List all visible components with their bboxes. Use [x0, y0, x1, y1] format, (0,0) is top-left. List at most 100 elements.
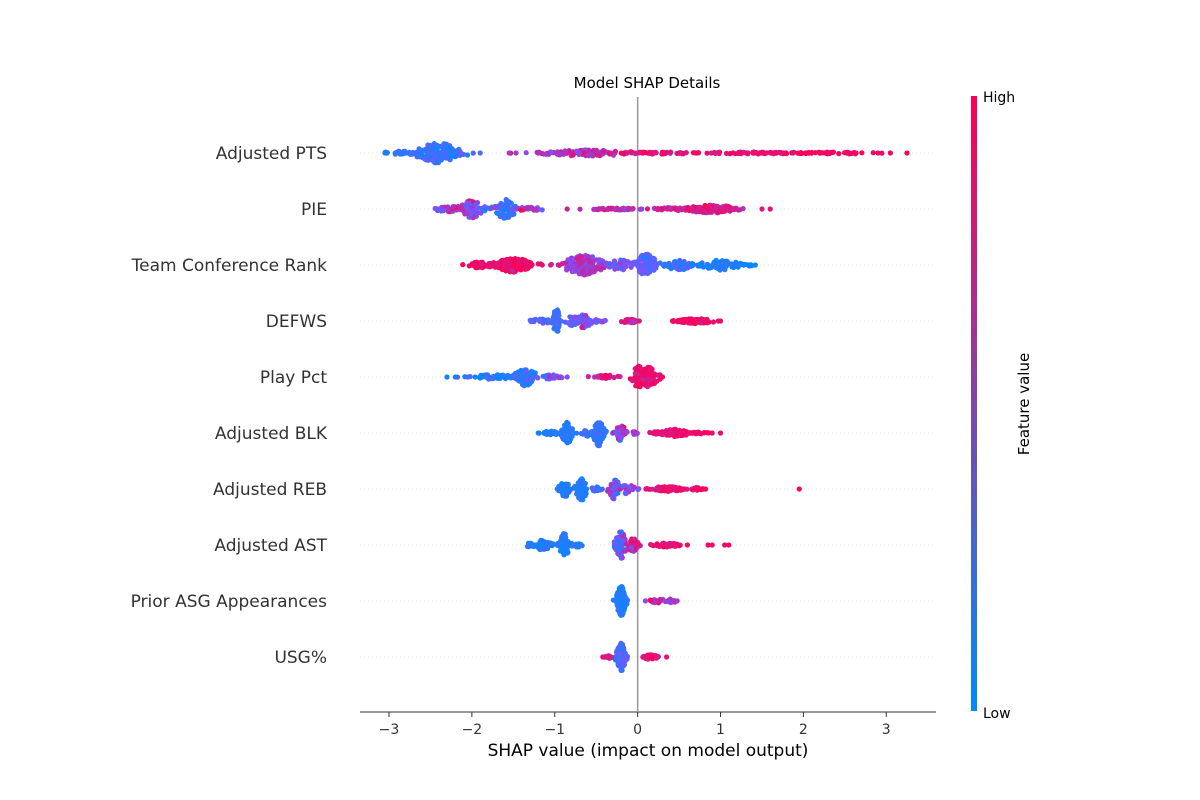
shap-point	[427, 142, 433, 148]
feature-label: Adjusted REB	[213, 480, 327, 500]
shap-point	[429, 157, 435, 163]
shap-point	[394, 149, 400, 156]
shap-point	[904, 150, 910, 156]
shap-point	[691, 430, 697, 436]
shap-point	[636, 542, 642, 548]
shap-point	[550, 541, 556, 547]
shap-point	[596, 443, 602, 449]
shap-point	[648, 541, 654, 548]
shap-point	[535, 150, 541, 156]
shap-point	[666, 260, 672, 267]
shap-point	[718, 260, 724, 266]
feature-label: Adjusted AST	[214, 536, 327, 556]
shap-point	[684, 206, 690, 212]
shap-point	[611, 374, 617, 381]
shap-point	[649, 381, 655, 387]
shap-point	[470, 150, 476, 156]
shap-point	[631, 319, 638, 325]
shap-point	[709, 430, 715, 436]
shap-point	[806, 150, 812, 156]
shap-point	[729, 206, 735, 213]
shap-point	[541, 546, 547, 552]
shap-point	[469, 262, 475, 268]
shap-point	[573, 319, 579, 325]
shap-point	[615, 373, 621, 379]
shap-point	[798, 150, 804, 156]
shap-point	[636, 318, 642, 324]
shap-point	[551, 326, 557, 332]
shap-point	[563, 423, 569, 429]
shap-point	[575, 256, 581, 262]
feature-points-row	[524, 529, 732, 561]
shap-point	[581, 487, 587, 493]
shap-point	[875, 150, 881, 156]
shap-point	[576, 491, 583, 497]
chart-title: Model SHAP Details	[574, 74, 721, 92]
shap-point	[501, 262, 507, 268]
x-tick-label: −2	[462, 722, 483, 738]
shap-point	[649, 366, 655, 372]
x-tick-label: 3	[882, 722, 891, 738]
shap-point	[450, 204, 456, 210]
shap-point	[829, 150, 835, 156]
shap-point	[713, 264, 719, 270]
x-tick-label: 1	[716, 722, 725, 738]
feature-label: DEFWS	[266, 312, 327, 332]
shap-point	[646, 376, 652, 383]
shap-point	[624, 316, 631, 322]
shap-point	[491, 261, 497, 267]
shap-point	[554, 542, 560, 548]
shap-point	[755, 151, 761, 157]
shap-point	[592, 423, 598, 429]
shap-point	[631, 484, 637, 490]
x-tick-label: 0	[633, 722, 642, 738]
shap-point	[584, 253, 590, 259]
shap-point	[620, 427, 626, 433]
feature-points-row	[444, 363, 666, 390]
shap-point	[401, 148, 407, 154]
shap-point	[433, 160, 439, 166]
shap-point	[590, 428, 597, 435]
shap-point	[745, 151, 751, 157]
shap-point	[595, 487, 601, 493]
shap-point	[740, 206, 746, 212]
shap-point	[654, 541, 660, 547]
shap-point	[513, 150, 519, 156]
shap-point	[759, 206, 765, 212]
shap-point	[562, 150, 569, 156]
shap-point	[618, 319, 625, 325]
shap-point	[636, 258, 643, 264]
shap-point	[452, 154, 458, 160]
shap-point	[705, 264, 711, 270]
shap-point	[625, 597, 631, 603]
shap-point	[465, 374, 471, 380]
shap-point	[859, 150, 865, 156]
feature-label: Adjusted BLK	[215, 424, 328, 444]
shap-point	[605, 655, 612, 661]
shap-point	[448, 152, 454, 158]
shap-point	[566, 427, 573, 434]
shap-point	[473, 202, 479, 208]
feature-points-row	[610, 584, 680, 618]
shap-point	[537, 316, 543, 323]
shap-point	[650, 430, 656, 436]
shap-point	[579, 324, 585, 330]
shap-point	[644, 262, 650, 268]
shap-point	[639, 206, 645, 212]
feature-label: Team Conference Rank	[131, 256, 328, 276]
shap-point	[644, 206, 651, 212]
shap-point	[648, 255, 655, 261]
shap-point	[618, 150, 624, 156]
shap-point	[836, 151, 842, 157]
shap-points	[382, 141, 910, 674]
shap-point	[705, 206, 711, 212]
shap-point	[622, 548, 629, 554]
shap-point	[443, 152, 449, 158]
shap-point	[587, 317, 593, 324]
shap-point	[722, 542, 728, 548]
shap-point	[446, 156, 453, 162]
shap-point	[669, 318, 676, 324]
shap-point	[636, 364, 642, 370]
shap-point	[574, 430, 580, 436]
shap-point	[520, 374, 526, 380]
